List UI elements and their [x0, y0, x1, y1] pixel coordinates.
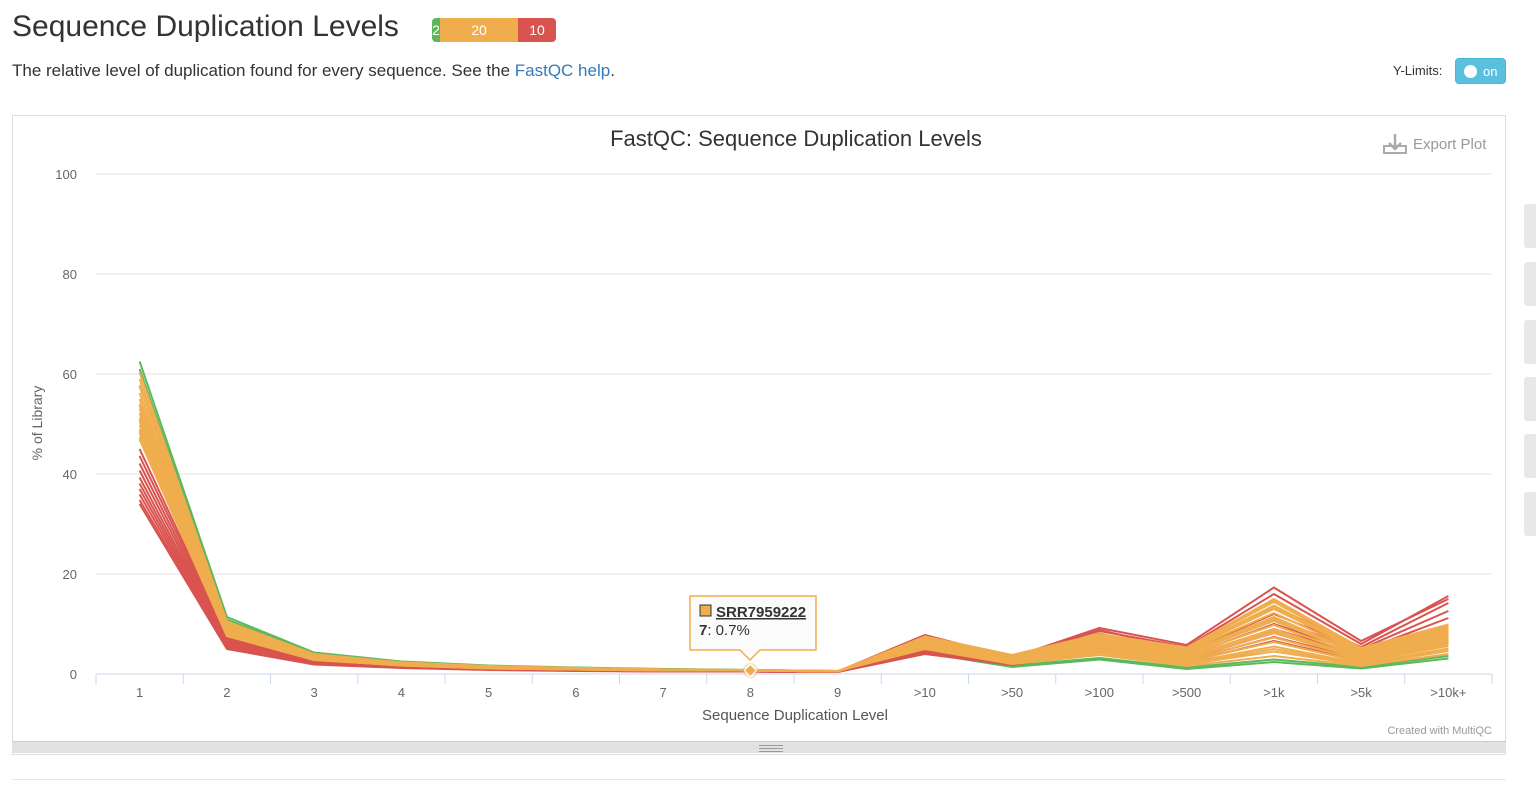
x-tick-label: >10: [914, 685, 936, 700]
fastqc-help-link[interactable]: FastQC help: [514, 61, 611, 80]
x-tick-label: 1: [136, 685, 143, 700]
x-tick-label: 4: [398, 685, 405, 700]
x-tick-label: 2: [223, 685, 230, 700]
page-title: Sequence Duplication Levels: [12, 10, 399, 43]
tooltip-value-text: : 0.7%: [707, 622, 750, 639]
y-tick-label: 20: [63, 567, 77, 582]
status-pass-count[interactable]: 2: [432, 18, 440, 42]
status-warn-count[interactable]: 20: [440, 18, 518, 42]
x-tick-label: 8: [747, 685, 754, 700]
ylimits-toggle[interactable]: on: [1455, 58, 1506, 84]
chart-title: FastQC: Sequence Duplication Levels: [610, 126, 982, 151]
section-divider: [12, 779, 1506, 780]
hover-point-marker: [743, 663, 758, 678]
x-tick-label: >1k: [1263, 685, 1285, 700]
x-tick-label: 7: [660, 685, 667, 700]
side-toolbox-tab[interactable]: [1524, 320, 1536, 364]
x-axis-title: Sequence Duplication Level: [702, 707, 888, 724]
section-description: The relative level of duplication found …: [12, 61, 615, 81]
x-tick-label: >5k: [1350, 685, 1372, 700]
status-fail-count[interactable]: 10: [518, 18, 556, 42]
multiqc-credit: Created with MultiQC: [1387, 725, 1492, 737]
side-toolbox-tab[interactable]: [1524, 434, 1536, 478]
side-toolbox-tab[interactable]: [1524, 377, 1536, 421]
y-tick-label: 40: [63, 467, 77, 482]
side-toolbox-tab[interactable]: [1524, 262, 1536, 306]
ylimits-label: Y-Limits:: [1393, 63, 1443, 78]
description-text: The relative level of duplication found …: [12, 61, 515, 80]
x-tick-label: >10k+: [1430, 685, 1466, 700]
x-tick-label: 3: [311, 685, 318, 700]
description-suffix: .: [610, 61, 615, 80]
tooltip-sample-name: SRR7959222: [716, 604, 806, 621]
chart-tooltip: SRR7959222 7: 0.7%: [689, 595, 817, 662]
x-tick-label: 6: [572, 685, 579, 700]
status-progress-bar[interactable]: 2 20 10: [432, 18, 556, 42]
y-tick-label: 0: [70, 667, 77, 682]
series-line-warn[interactable]: [138, 438, 1449, 673]
x-tick-label: 9: [834, 685, 841, 700]
resize-grip-icon: [759, 745, 783, 752]
y-tick-label: 100: [55, 167, 77, 182]
y-axis-title: % of Library: [29, 386, 45, 461]
x-tick-label: >50: [1001, 685, 1023, 700]
download-icon: [1383, 134, 1407, 154]
export-plot-label: Export Plot: [1413, 136, 1487, 153]
x-tick-label: >100: [1085, 685, 1114, 700]
tooltip-category: 7: [699, 622, 707, 639]
x-tick-label: 5: [485, 685, 492, 700]
y-tick-label: 60: [63, 367, 77, 382]
tooltip-series-swatch: [699, 604, 712, 617]
side-toolbox-tab[interactable]: [1524, 204, 1536, 248]
export-plot-button[interactable]: Export Plot: [1383, 134, 1487, 154]
toggle-label: on: [1483, 63, 1498, 79]
toggle-knob: [1464, 64, 1477, 78]
side-toolbox-tab[interactable]: [1524, 492, 1536, 536]
x-tick-label: >500: [1172, 685, 1201, 700]
tooltip-value: 7: 0.7%: [699, 622, 750, 639]
y-tick-label: 80: [63, 267, 77, 282]
plot-resize-handle[interactable]: [12, 741, 1506, 753]
tooltip-box: [689, 595, 817, 662]
